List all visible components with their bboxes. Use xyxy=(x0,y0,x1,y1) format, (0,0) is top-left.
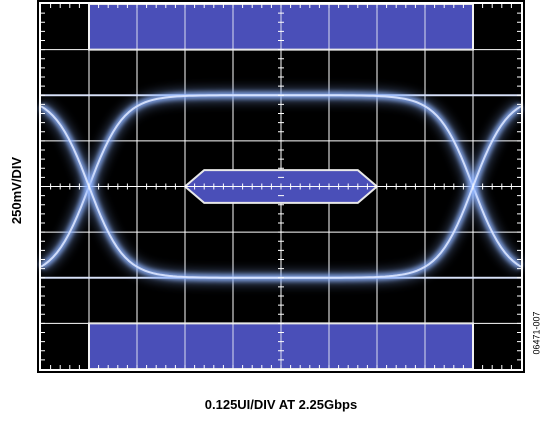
y-axis-label: 250mV/DIV xyxy=(3,110,31,270)
scope-screen xyxy=(37,0,525,373)
y-axis-label-text: 250mV/DIV xyxy=(9,156,25,224)
figure-id-text: 06471-007 xyxy=(532,310,543,355)
eye-diagram xyxy=(37,0,525,373)
x-axis-label: 0.125UI/DIV AT 2.25Gbps xyxy=(204,397,358,412)
scope-border xyxy=(39,2,523,371)
figure-id: 06471-007 xyxy=(527,290,547,375)
